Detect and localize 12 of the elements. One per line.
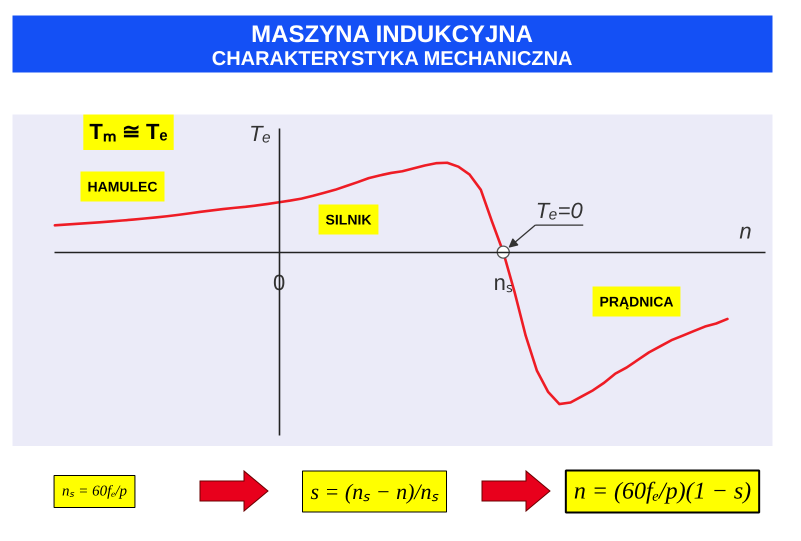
text: s = (nₛ − n)/nₛ bbox=[310, 479, 440, 504]
text: Tₘ ≅ Tₑ bbox=[89, 119, 168, 144]
annotation: SILNIK bbox=[326, 212, 372, 228]
annotation: Tₑ=0 bbox=[536, 198, 584, 224]
y-axis-title: Tₑ bbox=[249, 121, 272, 146]
text: nₛ = 60fₑ/p bbox=[62, 484, 128, 500]
x-axis-title: n bbox=[739, 218, 752, 244]
annotation: HAMULEC bbox=[88, 178, 158, 194]
annotation: PRĄDNICA bbox=[600, 294, 674, 310]
chart-title: MASZYNA INDUKCYJNA bbox=[251, 20, 533, 48]
text: n = (60fₑ/p)(1 − s) bbox=[574, 478, 752, 504]
chart-subtitle: CHARAKTERYSTYKA MECHANICZNA bbox=[212, 48, 572, 70]
